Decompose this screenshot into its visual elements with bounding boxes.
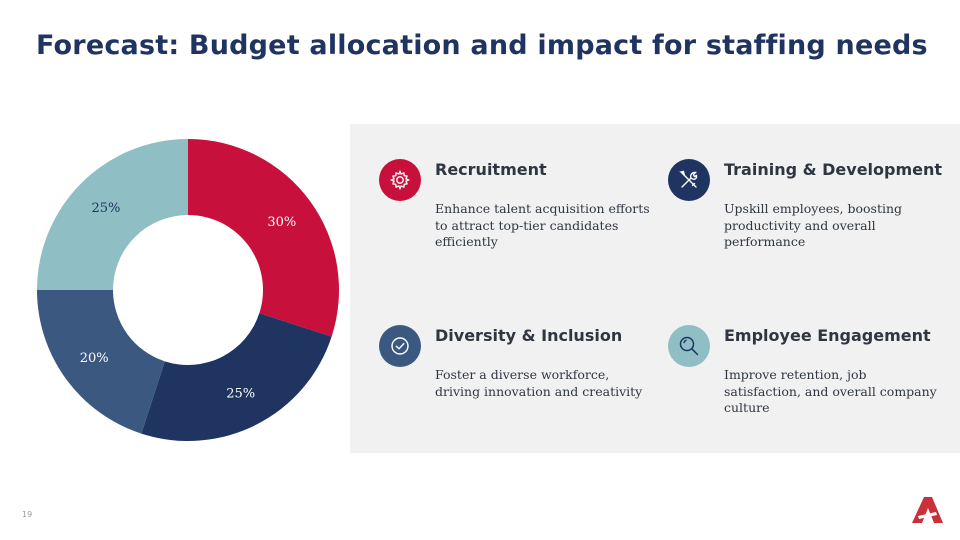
item-title: Employee Engagement <box>724 326 931 345</box>
info-panel: Recruitment Enhance talent acquisition e… <box>350 124 960 453</box>
item-description: Foster a diverse workforce, driving inno… <box>435 367 643 399</box>
donut-slice-recruitment <box>188 139 339 337</box>
company-logo-icon <box>912 497 943 523</box>
slice-label: 25% <box>226 386 255 401</box>
slice-label: 25% <box>92 201 121 216</box>
slide-title: Forecast: Budget allocation and impact f… <box>36 30 928 61</box>
page-number: 19 <box>22 510 33 519</box>
slice-label: 20% <box>80 351 109 366</box>
item-description: Improve retention, job satisfaction, and… <box>724 367 937 415</box>
donut-chart: 30% 25% 20% 25% <box>37 139 339 441</box>
item-description: Upskill employees, boosting productivity… <box>724 201 903 249</box>
tools-icon <box>668 159 710 201</box>
item-title: Diversity & Inclusion <box>435 326 623 345</box>
item-description: Enhance talent acquisition efforts to at… <box>435 201 650 249</box>
gear-icon <box>379 159 421 201</box>
item-title: Recruitment <box>435 160 547 179</box>
magnifier-icon <box>668 325 710 367</box>
donut-slice-diversity-inclusion <box>37 290 165 434</box>
donut-slice-training-development <box>141 313 332 441</box>
donut-slice-employee-engagement <box>37 139 188 290</box>
slice-label: 30% <box>267 215 296 230</box>
check-badge-icon <box>379 325 421 367</box>
item-title: Training & Development <box>724 160 943 179</box>
